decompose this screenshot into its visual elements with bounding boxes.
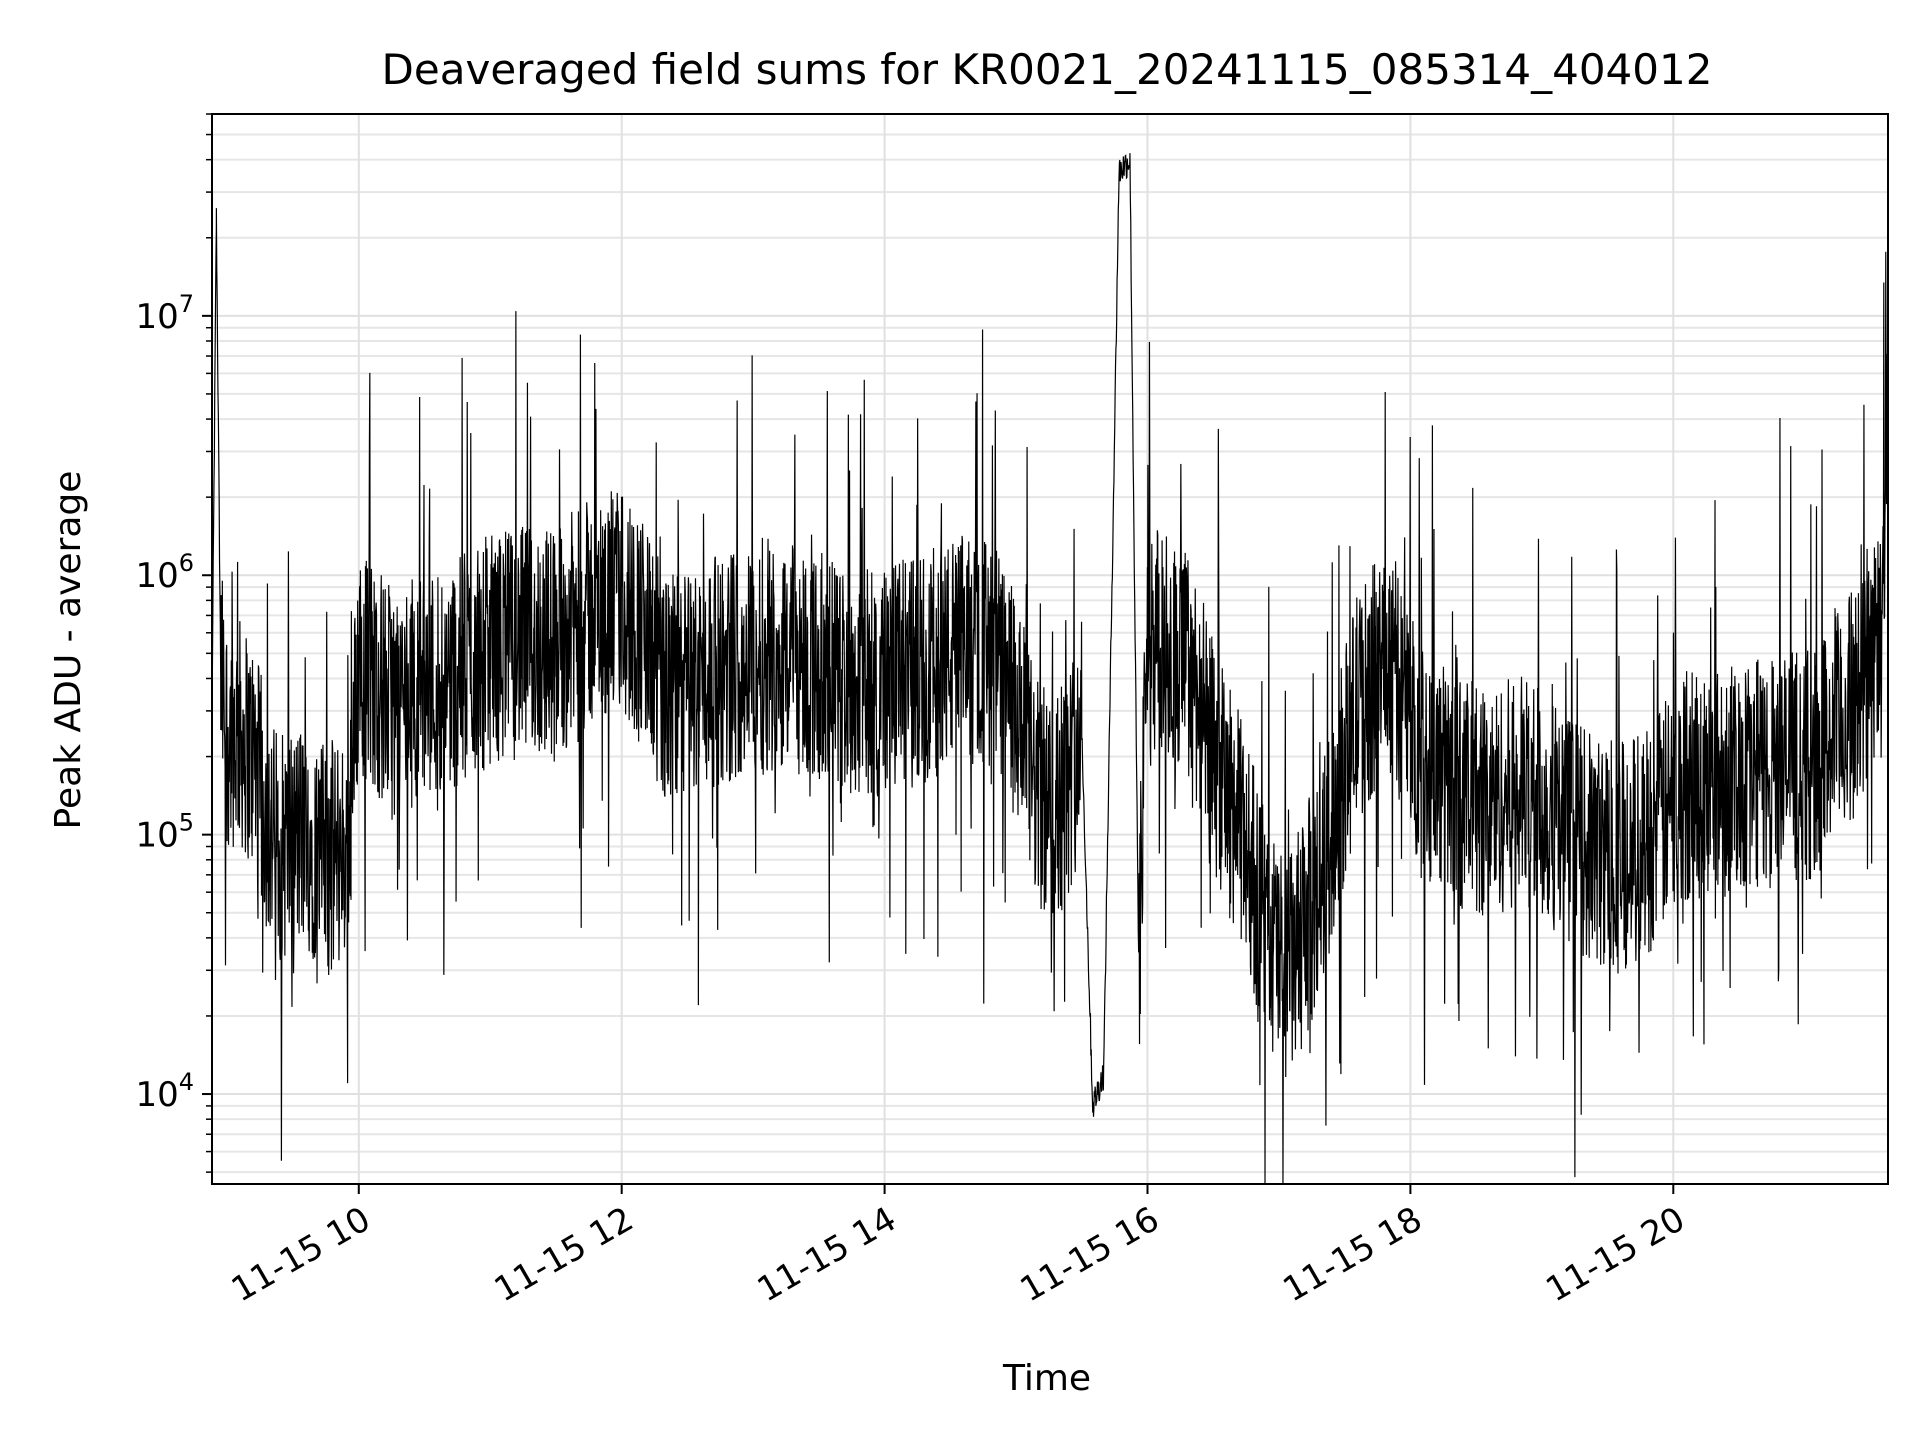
y-tick-label: 106 [135, 549, 194, 596]
y-tick-label: 107 [135, 290, 194, 337]
chart-title: Deaveraged field sums for KR0021_2024111… [382, 45, 1713, 94]
plot-frame [211, 113, 1889, 1185]
y-axis: 104 105 106 107 [135, 113, 212, 1173]
y-axis-label: Peak ADU - average [48, 471, 89, 830]
y-tick-label: 104 [135, 1068, 194, 1115]
x-axis-label: Time [1002, 1358, 1091, 1399]
y-tick-label: 105 [135, 809, 194, 856]
plot-area [212, 153, 1888, 1184]
series-line [212, 153, 1888, 1184]
